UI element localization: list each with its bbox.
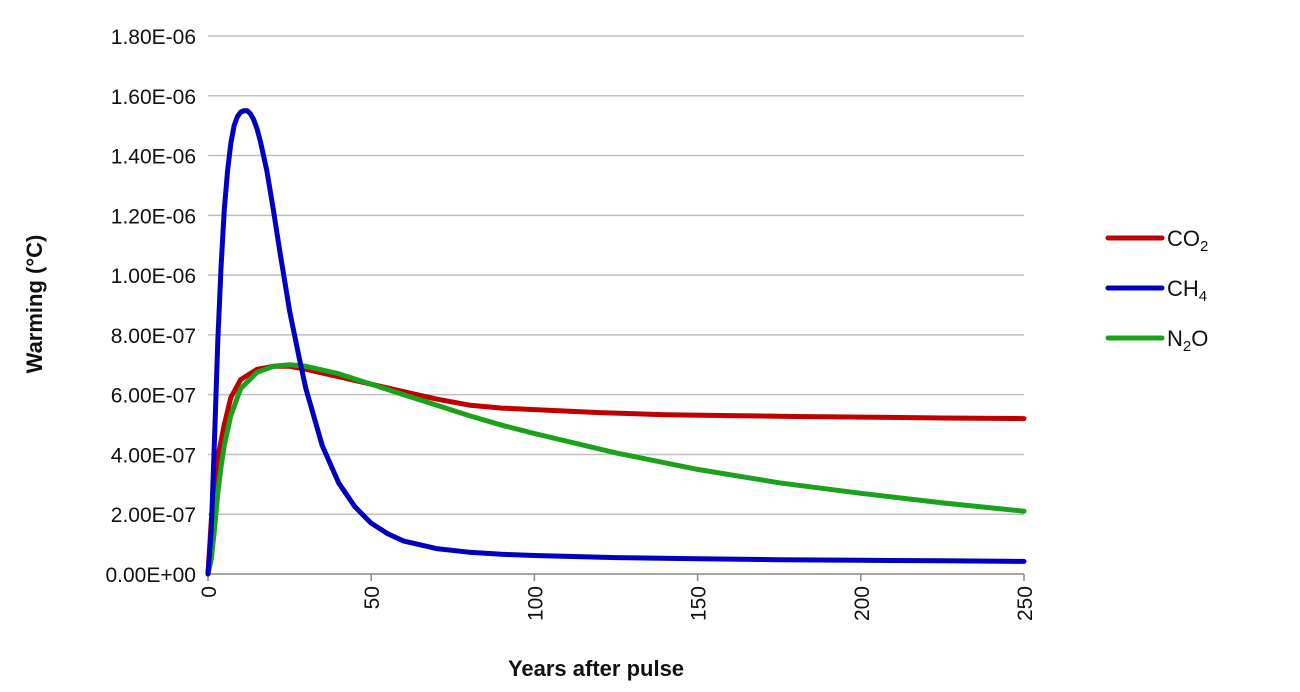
legend-item-no: N2O (1105, 326, 1208, 355)
x-tick-label: 0 (198, 586, 221, 598)
series-lines (205, 108, 1027, 577)
y-tick-label: 8.00E-07 (111, 325, 196, 348)
legend-label: CO2 (1167, 226, 1208, 255)
legend-label: N2O (1167, 326, 1208, 355)
x-tick-label: 250 (1014, 586, 1037, 621)
y-tick-label: 6.00E-07 (111, 385, 196, 408)
x-tick-label: 200 (851, 586, 874, 621)
legend: CO2 CH4 N2O (1105, 226, 1208, 355)
y-tick-label: 1.00E-06 (111, 265, 196, 288)
y-tick-label: 1.60E-06 (111, 86, 196, 109)
x-axis-ticks: 0 50 100 150 200 250 (198, 574, 1037, 621)
series-line-no (205, 362, 1027, 577)
x-tick-label: 100 (524, 586, 547, 621)
y-tick-label: 1.20E-06 (111, 205, 196, 228)
legend-item-co: CO2 (1105, 226, 1208, 255)
x-tick-label: 150 (688, 586, 711, 621)
legend-label: CH4 (1167, 276, 1207, 305)
legend-item-ch: CH4 (1105, 276, 1207, 305)
y-axis-title: Warming (°C) (22, 235, 47, 374)
y-tick-label: 4.00E-07 (111, 444, 196, 467)
series-line-ch (205, 108, 1027, 577)
gridlines (208, 35, 1024, 575)
x-tick-label: 50 (361, 586, 384, 609)
y-tick-label: 1.40E-06 (111, 146, 196, 169)
y-tick-label: 2.00E-07 (111, 504, 196, 527)
y-tick-label: 0.00E+00 (105, 564, 196, 587)
y-tick-label: 1.80E-06 (111, 26, 196, 49)
x-axis-title: Years after pulse (508, 656, 684, 681)
y-axis-ticks: 0.00E+00 2.00E-07 4.00E-07 6.00E-07 8.00E-07… (105, 26, 196, 587)
